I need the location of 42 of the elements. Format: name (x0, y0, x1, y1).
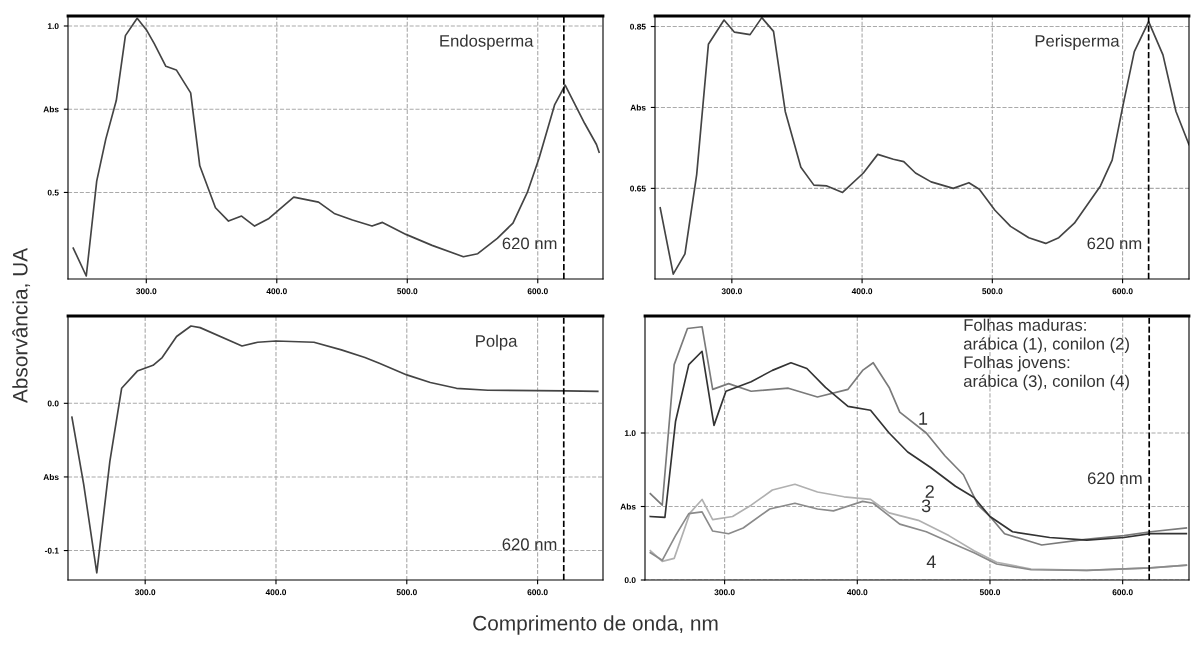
x-tick-label: 400.0 (266, 288, 287, 295)
x-tick-label: 300.0 (721, 288, 742, 295)
y-tick-label: 0.5 (47, 189, 59, 196)
x-tick-label: 500.0 (397, 288, 418, 295)
annotation: 1 (919, 412, 928, 425)
y-tick-label: 1.0 (624, 430, 636, 437)
x-tick-label: 400.0 (846, 589, 868, 596)
text: Perisperma (1035, 34, 1120, 51)
annotation: 2 (925, 485, 934, 498)
ref-line-label: 620 nm (1087, 472, 1142, 485)
y-tick-label: Abs (43, 473, 59, 481)
x-tick-label: 400.0 (265, 589, 287, 596)
x-tick-label: 500.0 (982, 288, 1003, 295)
x-tick-label: 300.0 (136, 288, 157, 295)
x-tick-label: 600.0 (1112, 589, 1133, 596)
text: Polpa (476, 334, 518, 351)
y-tick-label: 1.0 (47, 23, 59, 30)
ref-line-label: 620 nm (502, 538, 557, 551)
y-axis-title: Absorvância, UA (12, 247, 31, 404)
x-tick-label: 600.0 (1112, 288, 1133, 295)
x-tick-label: 500.0 (396, 589, 417, 596)
x-tick-label: 600.0 (527, 589, 548, 596)
x-tick-label: 400.0 (851, 288, 873, 295)
x-tick-label: 300.0 (714, 589, 735, 596)
ref-line-label: 620 nm (1087, 237, 1142, 250)
annotation: 3 (921, 499, 931, 513)
y-tick-label: Abs (630, 104, 646, 111)
y-tick-label: 0.0 (624, 577, 636, 584)
y-tick-label: 0.65 (630, 185, 646, 192)
annotation: 4 (926, 555, 936, 568)
x-tick-label: 600.0 (527, 288, 548, 295)
y-tick-label: Abs (43, 106, 59, 113)
y-tick-label: 0.0 (47, 400, 59, 407)
x-axis-title: Comprimento de onda, nm (473, 615, 718, 635)
y-tick-label: 0.85 (630, 23, 646, 30)
x-tick-label: 500.0 (979, 589, 1001, 596)
ref-line-label: 620 nm (502, 237, 557, 250)
y-tick-label: Abs (620, 503, 636, 510)
y-tick-label: -0.1 (44, 547, 59, 554)
x-tick-label: 300.0 (134, 589, 156, 596)
annotation: Folhas maduras: arábica (1), conilon (2) Folhas jovens: arábica (3), conilon (4) (963, 318, 1129, 391)
text: Endosperma (440, 34, 534, 51)
